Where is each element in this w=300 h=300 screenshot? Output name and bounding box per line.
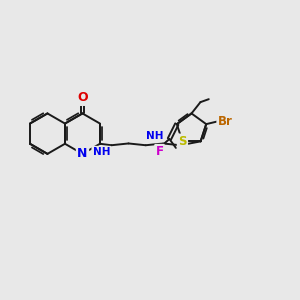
Text: N: N <box>77 147 88 161</box>
Text: F: F <box>156 145 164 158</box>
Text: NH: NH <box>93 147 110 157</box>
Text: Br: Br <box>218 115 233 128</box>
Text: S: S <box>178 135 187 148</box>
Text: O: O <box>77 92 88 104</box>
Text: NH: NH <box>146 131 163 141</box>
